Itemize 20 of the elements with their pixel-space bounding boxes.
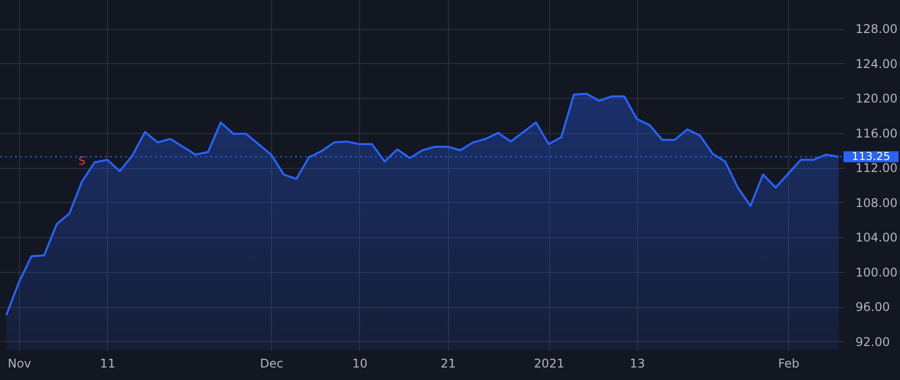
y-tick-label: 124.00 [856, 56, 898, 71]
y-tick-label: 104.00 [856, 230, 898, 245]
y-tick-label: 92.00 [856, 334, 890, 349]
x-tick-label: 10 [352, 356, 368, 370]
x-tick-label: 13 [630, 356, 646, 370]
x-tick-label: Nov [8, 356, 32, 370]
data-label: S [78, 154, 86, 168]
y-tick-label: 100.00 [856, 265, 898, 280]
ref-line-label: 113.25 [852, 150, 890, 163]
x-tick-label: 11 [100, 356, 116, 370]
x-tick-label: Feb [778, 356, 800, 370]
x-tick-label: 2021 [534, 356, 564, 370]
y-tick-label: 112.00 [856, 161, 898, 176]
y-tick-label: 116.00 [856, 126, 898, 140]
y-tick-label: 96.00 [856, 300, 890, 314]
y-tick-label: 108.00 [856, 196, 898, 210]
x-tick-label: 21 [440, 356, 456, 370]
y-tick-label: 120.00 [856, 92, 898, 106]
y-tick-label: 128.00 [856, 22, 898, 36]
x-tick-label: Dec [260, 356, 284, 370]
